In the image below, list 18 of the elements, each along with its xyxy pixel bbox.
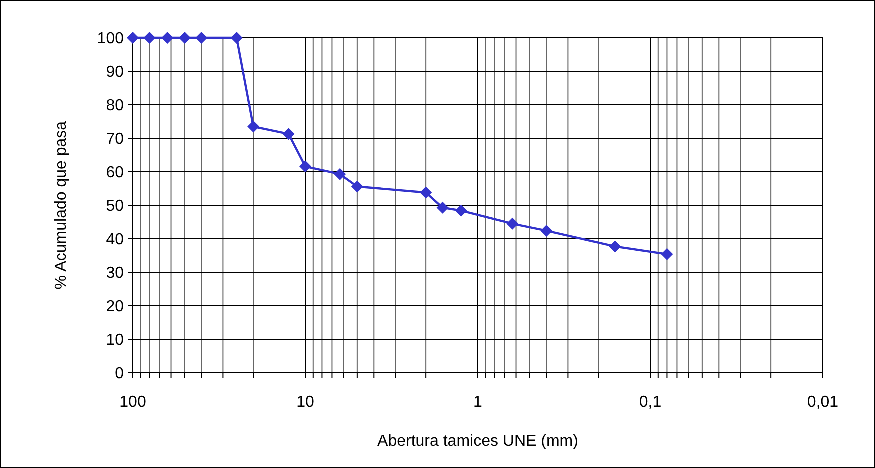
x-tick-label: 0,1 xyxy=(639,394,662,411)
y-tick-label: 90 xyxy=(106,64,124,82)
y-tick-label: 20 xyxy=(106,298,124,316)
x-tick-label: 1 xyxy=(474,394,483,411)
y-tick-label: 80 xyxy=(106,98,124,115)
x-tick-label: 0,01 xyxy=(807,394,839,411)
y-tick-label: 50 xyxy=(106,198,124,216)
x-axis-title: Abertura tamices UNE (mm) xyxy=(378,433,578,450)
y-tick-label: 70 xyxy=(106,131,124,148)
y-tick-label: 100 xyxy=(97,30,124,48)
y-axis-title: % Acumulado que pasa xyxy=(53,121,70,290)
y-tick-label: 10 xyxy=(106,332,124,350)
y-tick-label: 30 xyxy=(106,265,124,282)
y-tick-label: 60 xyxy=(106,164,124,182)
x-tick-label: 100 xyxy=(120,394,146,411)
y-tick-label: 40 xyxy=(106,232,124,249)
y-tick-label: 0 xyxy=(115,366,124,383)
x-tick-label: 10 xyxy=(296,394,314,411)
